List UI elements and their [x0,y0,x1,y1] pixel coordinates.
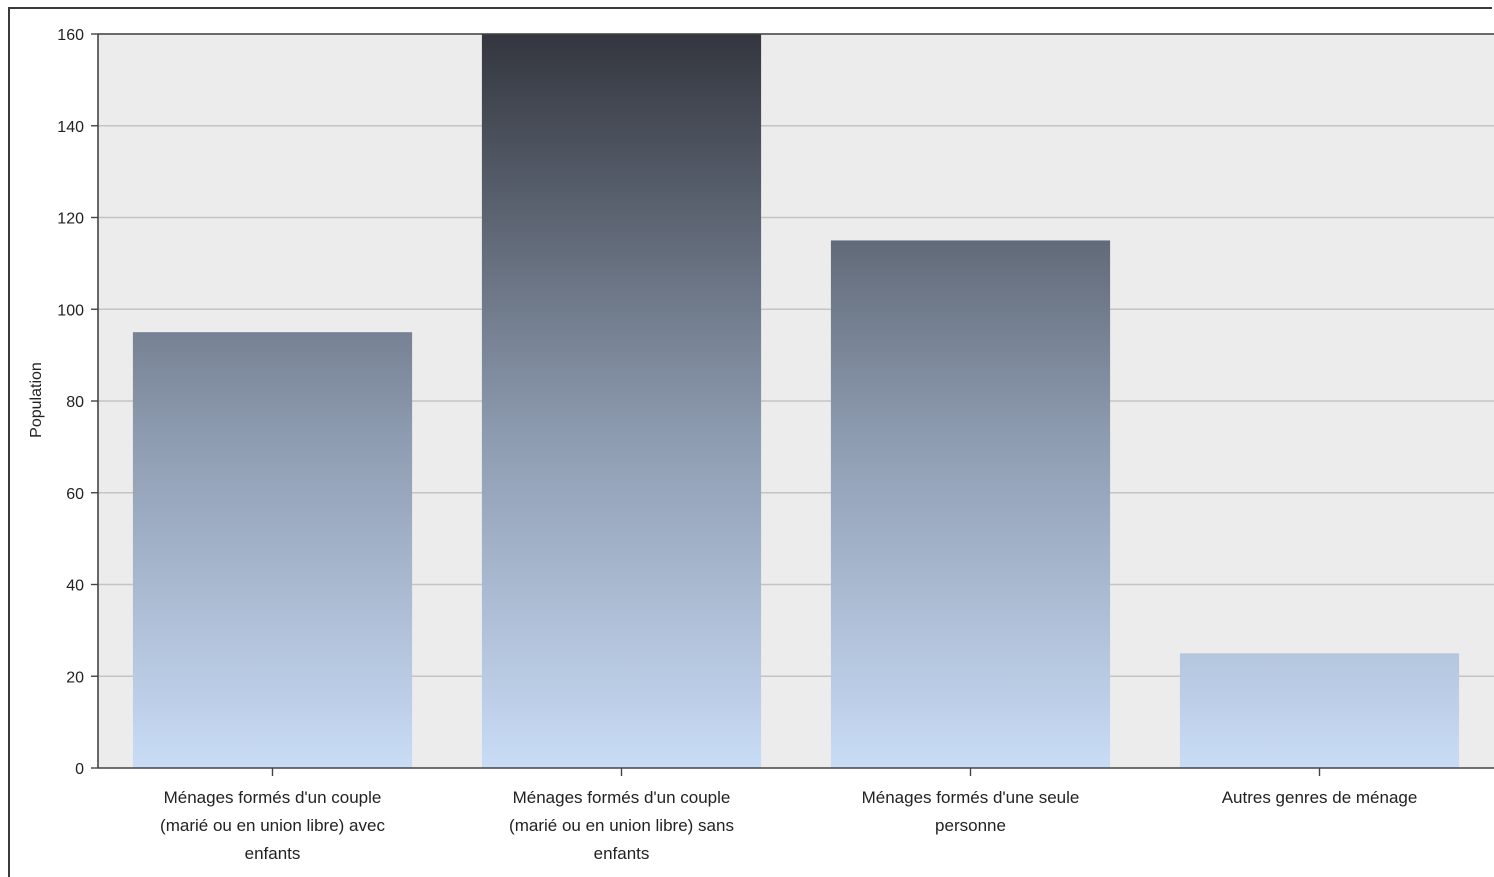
bar [830,240,1111,768]
x-category-label: Ménages formés d'un couple (marié ou en u… [160,788,385,863]
bar [481,34,762,768]
y-tick-label: 80 [66,394,84,411]
y-tick-label: 20 [66,669,84,686]
y-tick-label: 0 [75,761,84,778]
x-category-label: Ménages formés d'un couple (marié ou en u… [509,788,734,863]
bars [132,34,1460,768]
y-tick-label: 40 [66,578,84,595]
y-tick-labels: 0 20 40 60 80 100 120 140 160 [57,27,84,778]
y-tick-label: 160 [57,27,84,44]
axes [91,33,1494,776]
y-axis-title: Population [28,362,45,438]
bar [132,332,413,768]
y-tick-label: 100 [57,302,84,319]
y-tick-label: 140 [57,119,84,136]
bar [1179,653,1460,768]
y-tick-label: 120 [57,211,84,228]
x-category-label: Ménages formés d'une seule personne [862,788,1080,835]
x-category-labels: Ménages formés d'un couple (marié ou en u… [160,788,1417,863]
y-tick-label: 60 [66,486,84,503]
x-category-label: Autres genres de ménage [1222,788,1418,807]
